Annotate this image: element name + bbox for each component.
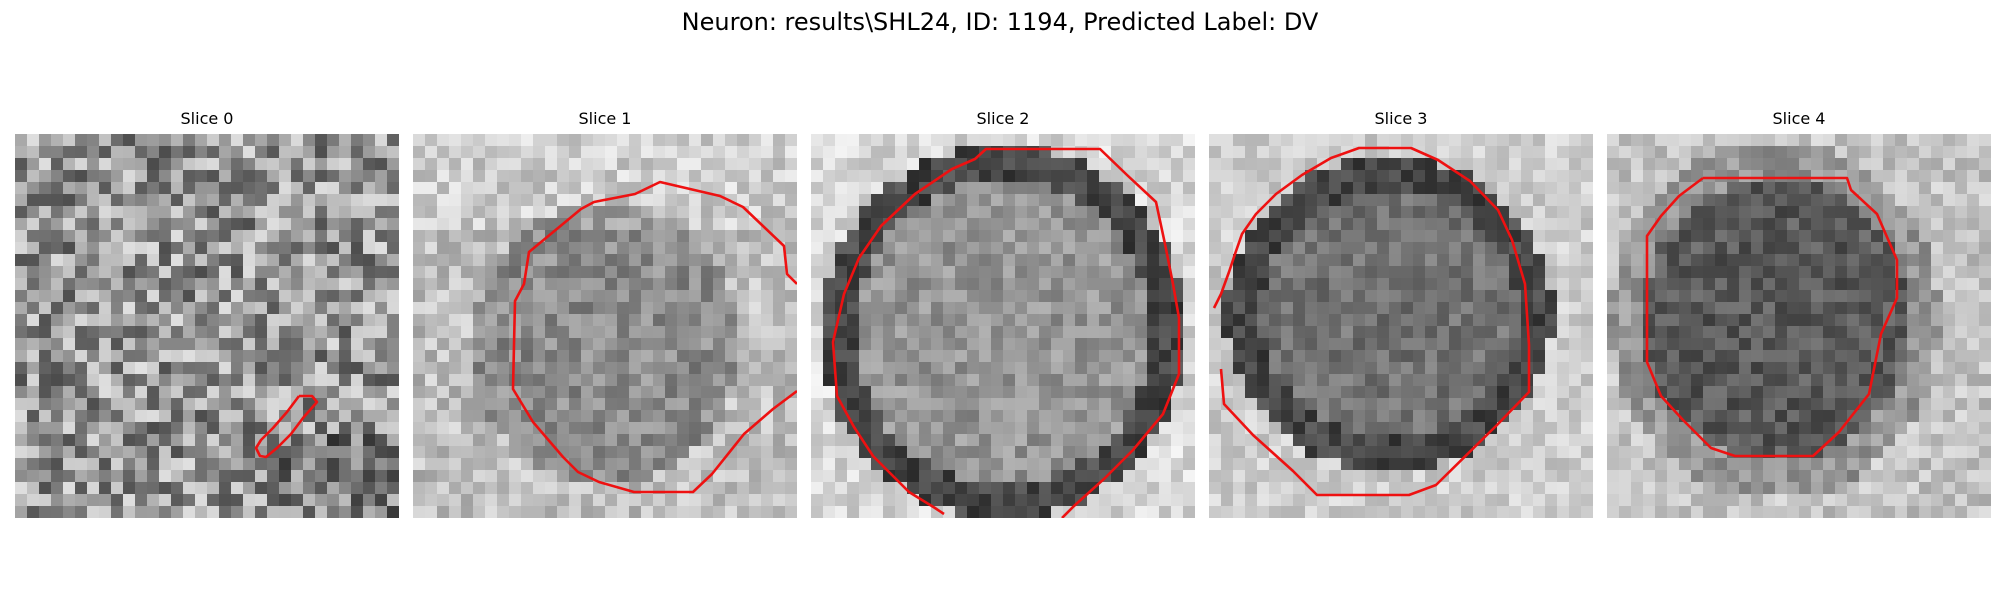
figure-title: Neuron: results\SHL24, ID: 1194, Predict… (0, 6, 2000, 38)
slice-image-1 (413, 134, 797, 518)
segmentation-contour (513, 182, 797, 492)
slice-panel-3: Slice 3 (1209, 108, 1593, 518)
slice-panel-4: Slice 4 (1607, 108, 1991, 518)
slice-panel-0: Slice 0 (15, 108, 399, 518)
segmentation-contour (256, 396, 317, 457)
contour-overlay-1 (413, 134, 797, 518)
slice-panel-2: Slice 2 (811, 108, 1195, 518)
slice-panel-1: Slice 1 (413, 108, 797, 518)
contour-overlay-3 (1209, 134, 1593, 518)
slice-image-2 (811, 134, 1195, 518)
slice-title-1: Slice 1 (413, 108, 797, 130)
slice-title-0: Slice 0 (15, 108, 399, 130)
segmentation-contour (1214, 148, 1529, 495)
slice-image-4 (1607, 134, 1991, 518)
slice-image-0 (15, 134, 399, 518)
contour-overlay-0 (15, 134, 399, 518)
contour-overlay-4 (1607, 134, 1991, 518)
slice-title-2: Slice 2 (811, 108, 1195, 130)
slice-title-4: Slice 4 (1607, 108, 1991, 130)
segmentation-contour (833, 149, 1179, 518)
slice-title-3: Slice 3 (1209, 108, 1593, 130)
segmentation-contour (1647, 178, 1897, 456)
slice-image-3 (1209, 134, 1593, 518)
contour-overlay-2 (811, 134, 1195, 518)
